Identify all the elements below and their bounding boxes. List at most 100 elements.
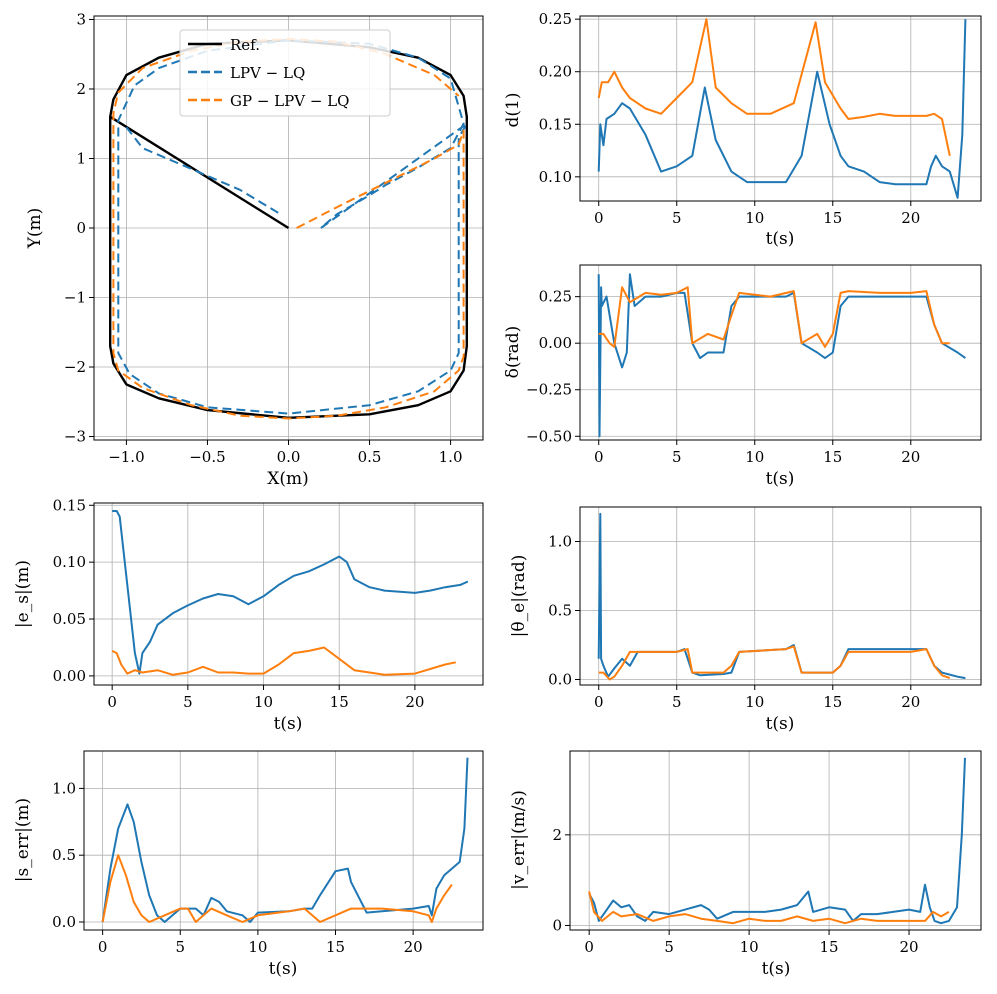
- grid: [570, 751, 981, 930]
- grid: [580, 16, 981, 201]
- axes-frame: [83, 750, 484, 931]
- series-line-gp-lpv-lq: [598, 286, 950, 348]
- series-line-gp-lpv-lq: [588, 891, 950, 925]
- x-axis-label: t(s): [766, 469, 795, 489]
- ticks: 0 5 10 15 20 0.0 0.5 1.0: [548, 532, 920, 711]
- x-axis-label: X(m): [267, 469, 309, 489]
- panel-xy: −1.0 −0.5 0.0 0.5 1.0 −3 −2 −1 0 1 2 3 X(m) Y(m) Re…: [25, 10, 484, 489]
- x-tick-label: 10: [248, 938, 267, 956]
- x-tick-label: 5: [664, 938, 674, 956]
- grid: [94, 503, 483, 685]
- x-tick-label: 0: [98, 938, 108, 956]
- panel-theta: 0 5 10 15 20 0.0 0.5 1.0 t(s) |θ_e|(rad): [509, 506, 982, 734]
- series-line-lpv-lq: [597, 512, 966, 680]
- panel-d1: 0 5 10 15 20 0.10 0.15 0.20 0.25 t(s) d(1): [503, 10, 982, 249]
- x-tick-label: 10: [740, 938, 759, 956]
- y-tick-label: −0.50: [526, 427, 572, 445]
- series-line-lpv-lq: [597, 19, 967, 199]
- y-tick-label: 1: [76, 149, 86, 167]
- legend-box: [179, 29, 391, 117]
- grid: [84, 751, 483, 930]
- x-tick-label: 20: [901, 209, 920, 227]
- series-line-lpv-lq-inner-: [125, 126, 281, 215]
- grid: [580, 507, 981, 685]
- series: [111, 510, 469, 676]
- x-tick-label: 0: [594, 448, 604, 466]
- x-axis-label: t(s): [762, 959, 791, 979]
- axes-frame: [579, 506, 982, 686]
- panel-es: 0 5 10 15 20 0.00 0.05 0.10 0.15 t(s) |e_s|(m): [13, 496, 484, 734]
- series: [597, 18, 967, 199]
- ticks: 0 5 10 15 20 0.0 0.5 1.0: [52, 779, 423, 956]
- y-tick-label: 0.15: [53, 496, 86, 514]
- y-axis-label: |s_err|(m): [13, 798, 33, 882]
- x-tick-label: 10: [745, 209, 764, 227]
- x-tick-label: 5: [672, 693, 682, 711]
- x-tick-label: 15: [326, 938, 345, 956]
- y-tick-label: −2: [64, 358, 86, 376]
- x-tick-label: 5: [183, 693, 193, 711]
- x-tick-label: 10: [745, 693, 764, 711]
- y-tick-label: 0.05: [53, 610, 86, 628]
- series-line-gp-lpv-lq: [111, 646, 457, 676]
- series-line-gp-lpv-lq: [101, 854, 453, 923]
- x-tick-label: 0.0: [277, 448, 301, 466]
- y-tick-label: 0: [552, 916, 562, 934]
- y-tick-label: 1.0: [52, 779, 76, 797]
- axes-frame: [569, 750, 982, 931]
- series-line-lpv-lq: [117, 39, 468, 415]
- y-tick-label: 0.0: [548, 670, 572, 688]
- y-axis-label: |v_err|(m/s): [509, 790, 529, 890]
- axes-frame: [579, 15, 982, 202]
- series-line-gp-lpv-lq: [597, 18, 951, 157]
- y-tick-label: 0: [76, 219, 86, 237]
- series: [597, 512, 966, 681]
- x-tick-label: 0: [594, 209, 604, 227]
- x-tick-label: 1.0: [439, 448, 463, 466]
- ticks: 0 5 10 15 20 0.00 0.05 0.10 0.15: [53, 496, 425, 711]
- panel-delta: 0 5 10 15 20 −0.50 −0.25 0.00 0.25 t(s) δ(rad): [503, 264, 982, 489]
- panel-verr: 0 5 10 15 20 0 2 t(s) |v_err|(m/s): [509, 750, 982, 979]
- x-tick-label: 0: [584, 938, 594, 956]
- x-tick-label: 5: [175, 938, 185, 956]
- series-line-lpv-lq: [588, 757, 966, 925]
- y-axis-label: d(1): [503, 93, 523, 128]
- y-tick-label: 0.5: [548, 601, 572, 619]
- y-tick-label: 0.25: [539, 10, 572, 28]
- x-axis-label: t(s): [766, 229, 795, 249]
- y-tick-label: −0.25: [526, 381, 572, 399]
- legend-lpv-label: LPV − LQ: [230, 64, 305, 82]
- series-line-lpv-lq: [112, 510, 469, 675]
- y-tick-label: 3: [76, 10, 86, 28]
- x-tick-label: 20: [405, 693, 424, 711]
- x-tick-label: 0: [107, 693, 117, 711]
- y-tick-label: −3: [64, 428, 86, 446]
- x-tick-label: 15: [820, 938, 839, 956]
- x-tick-label: 10: [745, 448, 764, 466]
- x-axis-label: t(s): [766, 714, 795, 734]
- y-tick-label: 0.10: [539, 168, 572, 186]
- series: [597, 273, 966, 438]
- x-axis-label: t(s): [274, 714, 303, 734]
- y-tick-label: 2: [76, 80, 86, 98]
- series: [588, 757, 966, 925]
- ticks: −1.0 −0.5 0.0 0.5 1.0 −3 −2 −1 0 1 2 3: [64, 10, 463, 466]
- y-tick-label: 0.0: [52, 913, 76, 931]
- series: [101, 757, 469, 923]
- y-tick-label: −1: [64, 289, 86, 307]
- x-tick-label: 15: [823, 448, 842, 466]
- x-tick-label: 15: [330, 693, 349, 711]
- y-tick-label: 0.10: [53, 553, 86, 571]
- y-tick-label: 0.5: [52, 846, 76, 864]
- x-tick-label: 20: [901, 693, 920, 711]
- panel-serr: 0 5 10 15 20 0.0 0.5 1.0 t(s) |s_err|(m): [13, 750, 484, 979]
- y-axis-label: δ(rad): [503, 326, 523, 379]
- ticks: 0 5 10 15 20 0.10 0.15 0.20 0.25: [539, 10, 921, 227]
- y-tick-label: 1.0: [548, 532, 572, 550]
- x-tick-label: 5: [672, 448, 682, 466]
- y-tick-label: 0.25: [539, 288, 572, 306]
- legend: Ref. LPV − LQ GP − LPV − LQ: [179, 29, 391, 117]
- axes-frame: [579, 264, 982, 441]
- legend-ref-label: Ref.: [230, 36, 260, 54]
